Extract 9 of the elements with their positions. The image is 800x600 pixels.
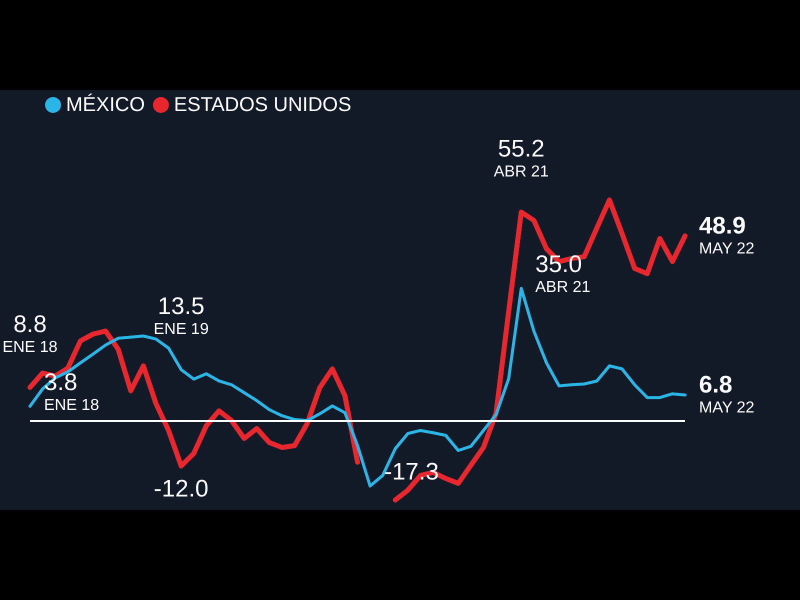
data-label: 8.8 ENE 18 [2, 310, 58, 356]
data-label: 6.8 MAY 22 [699, 371, 755, 416]
legend-label: MÉXICO [66, 93, 145, 116]
legend-label: ESTADOS UNIDOS [174, 94, 352, 116]
data-label: 48.9 MAY 22 [699, 212, 755, 258]
data-label: 13.5 ENE 19 [154, 293, 209, 338]
data-label: 35.0 ABR 21 [535, 250, 590, 296]
data-label: 55.2 ABR 21 [494, 136, 549, 181]
data-label: -12.0 [154, 475, 209, 502]
